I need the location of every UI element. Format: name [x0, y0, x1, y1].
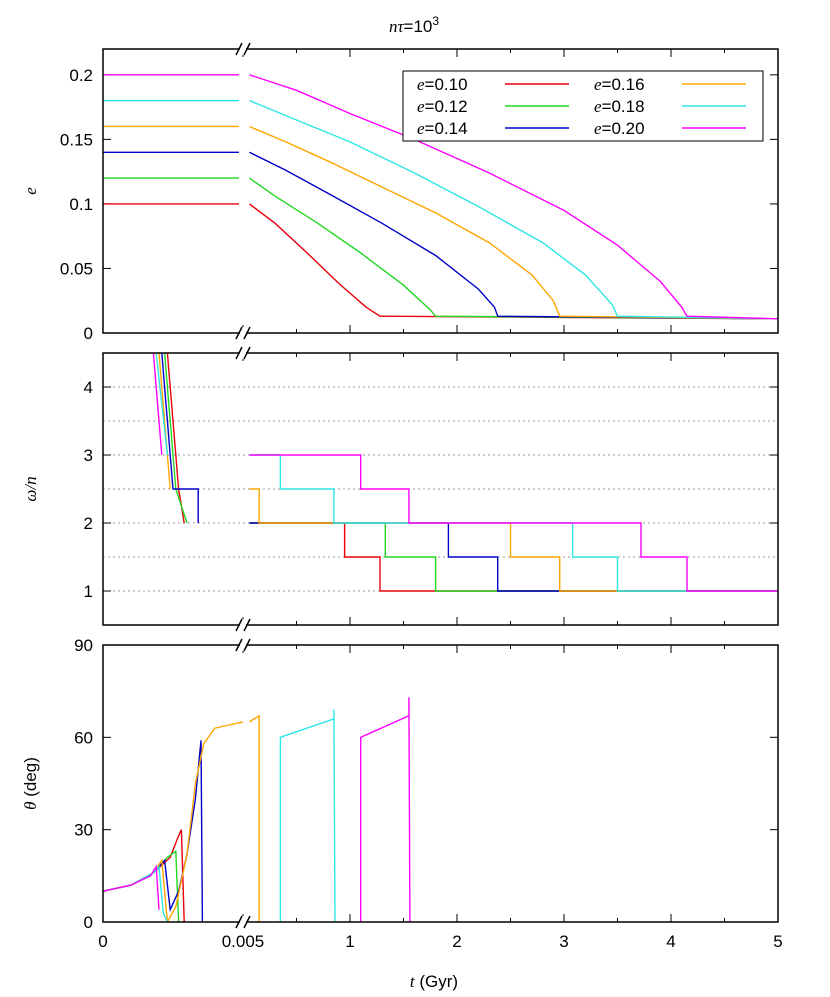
panel-top: 00.050.10.150.2ee=0.10e=0.12e=0.14e=0.16… [21, 42, 779, 343]
plot-frame [102, 48, 779, 334]
axis-break-gap [240, 43, 246, 55]
y-axis-label-var: e [21, 187, 40, 195]
axis-break-gap [240, 619, 246, 631]
x-tick-label: 1 [345, 932, 354, 951]
series-line [249, 125, 778, 320]
series-line-left [155, 353, 169, 456]
axis-break-mark [235, 618, 243, 632]
y-axis-label-var: θ [21, 802, 40, 810]
axis-break-mark [235, 638, 243, 652]
y-tick-label: 4 [84, 378, 93, 397]
legend-label-value: =0.12 [425, 97, 468, 116]
panel-bottom: 0 30 60 90 θ (deg) 0 0.005 1 2 3 4 5 [21, 636, 783, 951]
legend-label: e=0.10 [417, 75, 468, 94]
axis-break-mark [243, 346, 251, 360]
y-axis-label-unit: (deg) [21, 757, 40, 801]
series-line-left [166, 353, 185, 524]
series-line-left [158, 353, 171, 490]
legend-label: e=0.16 [594, 75, 645, 94]
y-tick-label: 0.05 [60, 259, 93, 278]
axis-break-mark [243, 915, 251, 929]
y-axis-label: θ (deg) [21, 757, 40, 810]
plot-frame [102, 644, 779, 923]
series-line-right [249, 488, 778, 592]
series-group [152, 353, 778, 592]
chart-title: nτ=103 [389, 14, 439, 36]
legend-label-value: =0.20 [602, 119, 645, 138]
axis-break-mark [235, 915, 243, 929]
legend-label-var: e [417, 75, 425, 94]
legend-label-value: =0.14 [425, 119, 468, 138]
x-tick-label: 2 [452, 932, 461, 951]
series-line-right [249, 714, 260, 922]
x-tick-label: 5 [773, 932, 782, 951]
series-line-left [103, 864, 160, 910]
y-tick-label: 0.2 [69, 66, 93, 85]
series-line [248, 203, 778, 320]
legend-label: e=0.14 [417, 119, 468, 138]
legend: e=0.10e=0.12e=0.14e=0.16e=0.18e=0.20 [402, 70, 764, 142]
axis-break-mark [243, 638, 251, 652]
legend-label-value: =0.18 [602, 97, 645, 116]
axis-break-gap [240, 916, 246, 928]
series-line [249, 74, 778, 320]
plot-frame [102, 352, 779, 626]
series-group [103, 74, 778, 320]
series-group [103, 697, 411, 922]
legend-label-var: e [594, 75, 602, 94]
x-tick-label: 3 [559, 932, 568, 951]
y-tick-label: 60 [74, 728, 93, 747]
series-line-right [249, 454, 778, 592]
axis-break-mark [235, 346, 243, 360]
legend-label-value: =0.16 [602, 75, 645, 94]
legend-label: e=0.20 [594, 119, 645, 138]
series-line-right [360, 697, 411, 922]
y-tick-label: 0.1 [69, 195, 93, 214]
x-tick-label: 4 [666, 932, 675, 951]
y-tick-label: 0 [84, 324, 93, 343]
x-tick-label: 0 [98, 932, 107, 951]
y-tick-label: 0 [84, 913, 93, 932]
legend-label-var: e [594, 97, 602, 116]
series-line [248, 177, 778, 320]
y-tick-label: 1 [84, 582, 93, 601]
series-line-left [152, 353, 163, 456]
x-tick-label: 0.005 [222, 932, 265, 951]
legend-label-var: e [417, 97, 425, 116]
panel-middle: 1 2 3 4 ω/n [21, 346, 779, 632]
y-tick-label: 30 [74, 821, 93, 840]
series-line-left [103, 721, 244, 922]
legend-label: e=0.18 [594, 97, 645, 116]
series-line [249, 99, 778, 320]
axis-break-mark [243, 326, 251, 340]
y-tick-label: 90 [74, 636, 93, 655]
y-tick-label: 3 [84, 446, 93, 465]
y-axis-label-var: ω/n [21, 476, 40, 501]
series-line-right [279, 709, 336, 922]
y-axis-label: ω/n [21, 476, 40, 501]
axis-break-gap [240, 347, 246, 359]
series-line [249, 151, 778, 320]
axis-break-mark [243, 42, 251, 56]
legend-label-value: =0.10 [425, 75, 468, 94]
series-line-left [163, 353, 188, 524]
axis-break-mark [235, 42, 243, 56]
y-tick-label: 2 [84, 514, 93, 533]
y-tick-label: 0.15 [60, 130, 93, 149]
axis-break-mark [243, 618, 251, 632]
legend-label-var: e [594, 119, 602, 138]
axis-break-mark [235, 326, 243, 340]
series-line-left [103, 740, 204, 922]
x-axis-label: t (Gyr) [410, 972, 458, 991]
series-line-left [161, 353, 199, 523]
legend-label: e=0.12 [417, 97, 468, 116]
axis-break-gap [240, 639, 246, 651]
series-line-left [103, 829, 185, 922]
legend-label-var: e [417, 119, 425, 138]
axis-break-gap [240, 327, 246, 339]
y-axis-label: e [21, 187, 40, 195]
